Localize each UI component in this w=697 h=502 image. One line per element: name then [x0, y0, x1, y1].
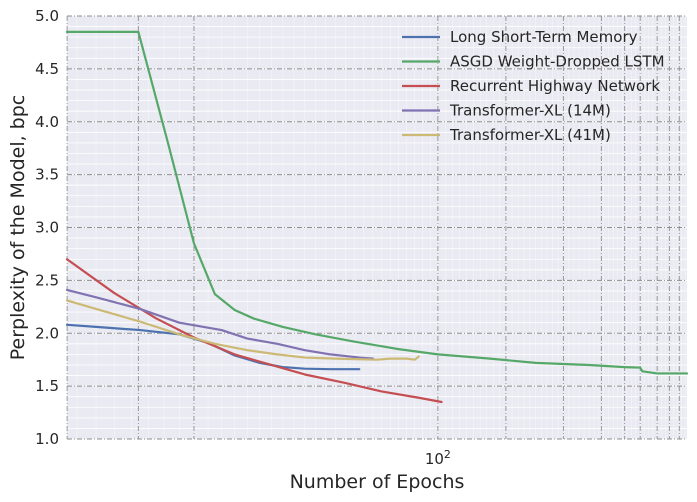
legend: Long Short-Term Memory ASGD Weight-Droppe…	[402, 28, 665, 144]
legend-label: ASGD Weight-Dropped LSTM	[450, 53, 665, 71]
legend-label: Long Short-Term Memory	[450, 28, 638, 46]
y-tick-label: 4.0	[35, 113, 59, 131]
y-tick-label: 1.5	[35, 377, 59, 395]
x-tick-labels: 102	[425, 448, 451, 468]
y-tick-label: 3.0	[35, 219, 59, 237]
legend-label: Recurrent Highway Network	[450, 77, 660, 95]
y-tick-label: 2.0	[35, 324, 59, 342]
series-line-4	[65, 288, 374, 360]
x-axis-title: Number of Epochs	[290, 471, 465, 493]
y-tick-label: 1.0	[35, 430, 59, 448]
y-axis-title: Perplexity of the Model, bpc	[7, 95, 29, 361]
legend-label: Transformer-XL (41M)	[449, 126, 611, 144]
series-lines	[65, 30, 689, 404]
y-tick-label: 2.5	[35, 271, 59, 289]
series-line-2	[65, 30, 689, 375]
series-line-5	[65, 299, 420, 361]
legend-label: Transformer-XL (14M)	[449, 102, 611, 120]
y-tick-label: 3.5	[35, 166, 59, 184]
x-tick-label: 102	[425, 448, 451, 468]
y-tick-labels: 1.0 1.5 2.0 2.5 3.0 3.5 4.0 4.5 5.0	[35, 7, 59, 448]
y-tick-label: 4.5	[35, 60, 59, 78]
y-tick-label: 5.0	[35, 7, 59, 25]
